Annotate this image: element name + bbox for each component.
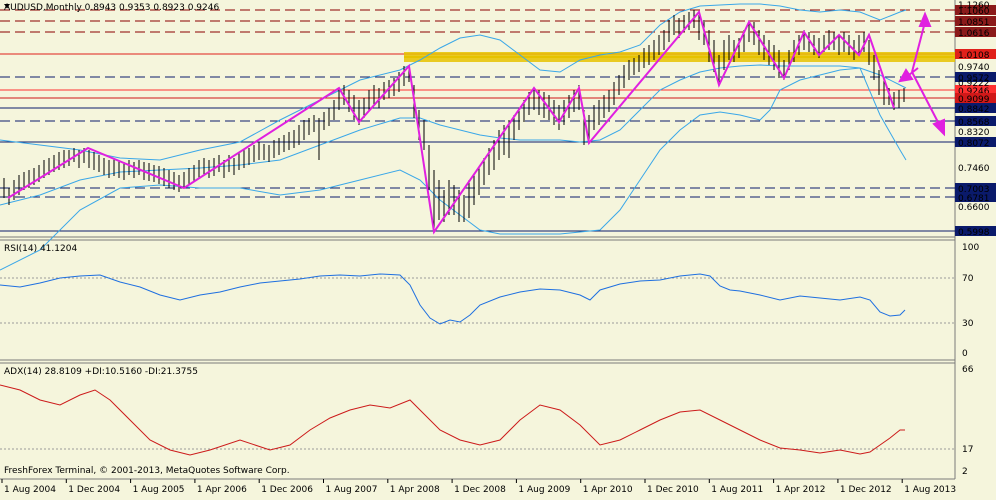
price-tag-0.5998 — [955, 226, 996, 236]
price-tag-label: 0.8072 — [958, 139, 990, 149]
bollinger-upper — [0, 3, 907, 161]
rsi-line — [0, 273, 906, 325]
price-tag-label: 1.1060 — [958, 7, 990, 17]
time-label: 1 Aug 2007 — [326, 485, 378, 495]
price-tag-label: 1.0108 — [958, 51, 990, 61]
adx-header: ADX(14) 28.8109 +DI:10.5160 -DI:21.3755 — [4, 367, 198, 377]
time-label: 1 Aug 2009 — [518, 485, 570, 495]
price-tag-label: 0.5998 — [958, 228, 990, 238]
axis-gray-label: 0.7460 — [958, 164, 990, 174]
price-tag-1.0108 — [955, 49, 996, 59]
time-label: 1 Apr 2008 — [390, 485, 440, 495]
price-tag-1.0851 — [955, 16, 996, 26]
price-tag-label: 1.0851 — [958, 18, 990, 28]
time-label: 1 Aug 2005 — [133, 485, 185, 495]
time-label: 1 Apr 2010 — [583, 485, 633, 495]
price-level-lines — [0, 9, 955, 232]
price-tag-1.0616 — [955, 27, 996, 37]
time-axis: 1 Aug 2004 1 Dec 2004 1 Aug 2005 1 Apr 2006… — [1, 479, 956, 495]
bollinger-middle — [0, 64, 907, 206]
price-tag-label: 1.0616 — [958, 29, 990, 39]
price-tag-label: 0.9246 — [958, 87, 990, 97]
adx-level-66: 66 — [962, 365, 974, 375]
time-label: 1 Dec 2008 — [454, 485, 506, 495]
price-tag-label: 0.9099 — [958, 95, 990, 105]
zigzag-line — [7, 9, 895, 235]
time-label: 1 Dec 2010 — [647, 485, 699, 495]
time-label: 1 Dec 2006 — [261, 485, 313, 495]
price-tag-label: 0.8842 — [958, 105, 990, 115]
copyright-footer: FreshForex Terminal, © 2001-2013, MetaQu… — [4, 466, 290, 476]
price-tag-1.1060 — [955, 5, 996, 15]
rsi-header: RSI(14) 41.1204 — [4, 244, 77, 254]
time-label: 1 Aug 2004 — [4, 485, 56, 495]
time-label: 1 Aug 2013 — [904, 485, 956, 495]
rsi-levels — [0, 277, 955, 324]
price-tag-label: 0.6781 — [958, 194, 990, 204]
chart-header: AUDUSD,Monthly 0.8943 0.9353 0.8923 0.92… — [4, 3, 219, 13]
price-tag-0.8072 — [955, 137, 996, 147]
adx-line — [0, 384, 905, 456]
axis-gray-label: 0.8320 — [958, 128, 990, 138]
price-tag-0.8842 — [955, 103, 996, 113]
axis-gray-label: 0.9222 — [958, 79, 990, 89]
price-tag-label: 0.9572 — [958, 74, 990, 84]
price-tag-0.7003 — [955, 183, 996, 193]
dropdown-arrow-icon[interactable] — [4, 4, 10, 8]
time-label: 1 Apr 2012 — [776, 485, 826, 495]
rsi-level-70: 70 — [962, 274, 974, 284]
price-tag-label: 0.7003 — [958, 185, 990, 195]
price-tag-0.6781 — [955, 192, 996, 202]
forecast-arrows — [898, 11, 945, 137]
price-tag-0.9246 — [955, 85, 996, 95]
time-label: 1 Aug 2011 — [711, 485, 763, 495]
axis-gray-label: 0.6600 — [958, 203, 990, 213]
adx-level-2: 2 — [962, 467, 968, 477]
axis-gray-label: 0.9740 — [958, 63, 990, 73]
bollinger-lower — [0, 67, 907, 271]
axis-top-label: 1.1260 — [958, 1, 990, 11]
price-tag-label: 0.8568 — [958, 118, 990, 128]
price-tag-0.9572 — [955, 72, 996, 82]
rsi-level-30: 30 — [962, 319, 974, 329]
adx-level-17: 17 — [962, 445, 973, 455]
rsi-level-100: 100 — [962, 243, 979, 253]
price-tag-0.9099 — [955, 93, 996, 103]
rsi-level-0: 0 — [962, 349, 968, 359]
price-tag-0.8568 — [955, 116, 996, 126]
bollinger-bands — [0, 3, 907, 271]
time-label: 1 Dec 2012 — [840, 485, 892, 495]
time-label: 1 Apr 2006 — [197, 485, 247, 495]
time-label: 1 Dec 2004 — [68, 485, 120, 495]
